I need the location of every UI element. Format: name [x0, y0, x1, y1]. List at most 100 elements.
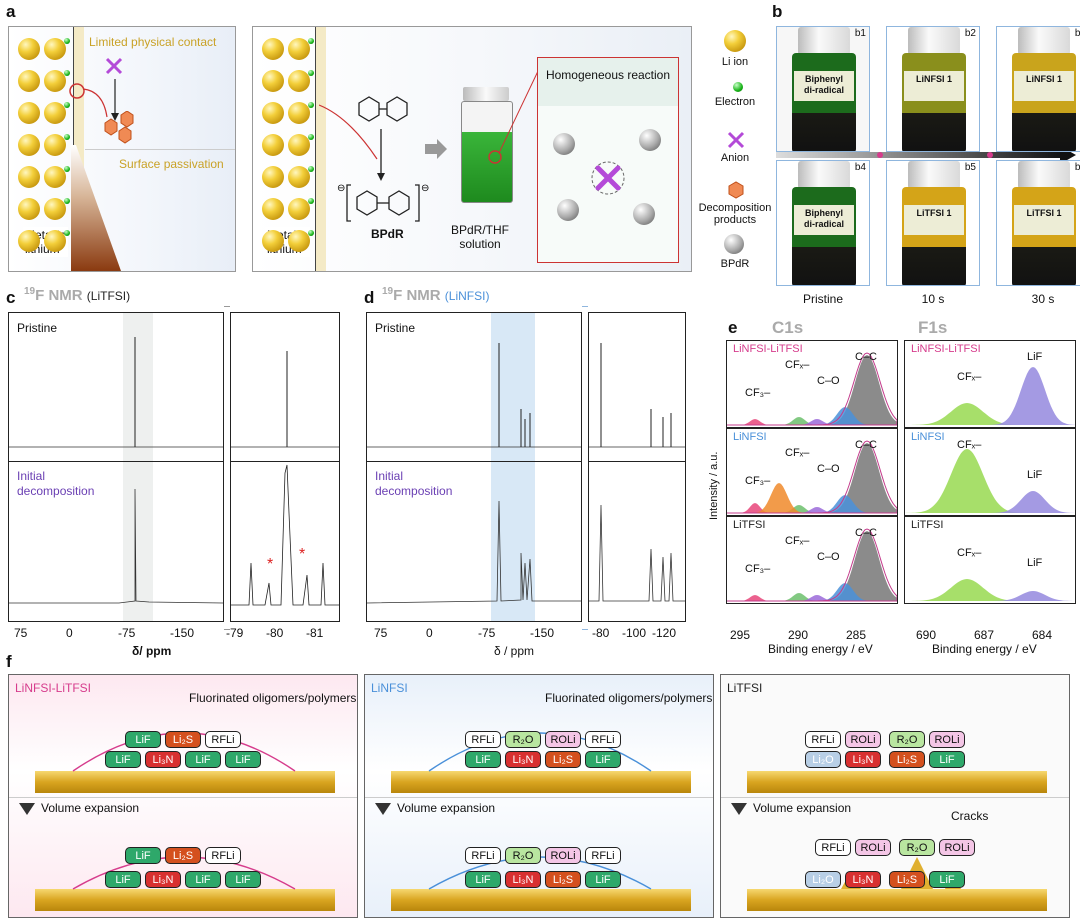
x-tick: 0 — [426, 626, 433, 640]
zoom-circle — [488, 68, 540, 164]
vial-photo-b1: Biphenyl di-radical b1 — [776, 26, 870, 152]
f-panel-1: LiNFSI Fluorinated oligomers/polymers RFLi… — [364, 674, 714, 918]
chip-li3n: Li₃N — [845, 871, 881, 888]
nmr-d-zoom-spectra — [589, 343, 685, 602]
chip-rfli: RFLi — [585, 847, 621, 864]
lif-annotation: LiF — [1027, 557, 1043, 569]
anion-legend-icon — [727, 131, 745, 149]
c1s-spectrum — [727, 352, 897, 426]
cfx-annotation: CFₓ– — [957, 371, 982, 383]
vial: Biphenyl di-radical — [788, 161, 860, 285]
svg-text:⊖: ⊖ — [337, 183, 345, 194]
cf3-annotation: CF₃– — [745, 475, 771, 487]
substrate — [391, 771, 691, 793]
panel-label-c: c — [6, 288, 16, 307]
electron-dot — [64, 166, 70, 172]
co-annotation: C–O — [817, 375, 840, 387]
time-30s: 30 s — [1031, 292, 1055, 306]
electron-dot — [64, 70, 70, 76]
vial-id: b4 — [854, 162, 866, 173]
vial-body — [792, 53, 856, 151]
electron-dot — [64, 134, 70, 140]
legend-electron: Electron — [714, 96, 756, 108]
li-ion-sphere — [44, 38, 66, 60]
x-tick: -79 — [226, 626, 244, 640]
vial-label: LiTFSI 1 — [904, 205, 964, 235]
x-tick: -75 — [478, 626, 496, 640]
zoom-connector — [224, 306, 230, 630]
electron-dot — [308, 134, 314, 140]
legend-bpdr: BPdR — [720, 258, 750, 270]
limited-contact-text: Limited physical contact — [89, 35, 217, 49]
chip-lif: LiF — [585, 871, 621, 888]
li-ion-sphere — [288, 198, 310, 220]
solution-label: BPdR/THF solution — [451, 223, 510, 251]
vial-id: b6 — [1074, 162, 1080, 173]
li-ion-sphere — [44, 198, 66, 220]
homogeneous-reaction-box: Homogeneous reaction — [537, 57, 679, 263]
lif-annotation: LiF — [1027, 469, 1043, 481]
c1s-spectrum — [727, 440, 897, 514]
bpdr-sphere — [639, 129, 661, 151]
process-arrow — [425, 139, 447, 159]
reaction-center — [591, 161, 625, 195]
down-arrow-icon — [19, 803, 35, 815]
pristine-label: Pristine — [17, 321, 58, 335]
vial-photo-b4: Biphenyl di-radical b4 — [776, 160, 870, 286]
chip-roli: ROLi — [855, 839, 891, 856]
li-ion-sphere — [18, 102, 40, 124]
chip-li3n: Li₃N — [145, 751, 181, 768]
cfx-annotation: CFₓ– — [785, 535, 810, 547]
x-tick: 690 — [916, 628, 937, 642]
surface-passivation-text: Surface passivation — [119, 157, 224, 171]
x-tick: -75 — [118, 626, 136, 640]
nmr-d-spectra — [367, 343, 581, 604]
li-ion-sphere — [44, 70, 66, 92]
cfx-annotation: CFₓ– — [957, 439, 982, 451]
vial: Biphenyl di-radical — [788, 27, 860, 151]
vial-body — [902, 187, 966, 285]
svg-text:⊖: ⊖ — [421, 183, 429, 194]
c1s-xlabel: Binding energy / eV — [768, 642, 873, 656]
chip-roli: ROLi — [545, 731, 581, 748]
xps-f1s-box: LiTFSI LiF CFₓ– — [904, 516, 1076, 604]
xps-c1s-box: LiTFSI C–C C–O CFₓ– CF₃– — [726, 516, 898, 604]
sei-arch — [72, 732, 296, 890]
chip-r2o: R₂O — [505, 731, 541, 748]
co-annotation: C–O — [817, 551, 840, 563]
panel-a-right: Metallic lithium ⊖ ⊖ BPdR BPdR/THF solutio… — [252, 26, 692, 272]
electron-dot — [64, 198, 70, 204]
x-tick: -81 — [306, 626, 324, 640]
panel-label-e: e — [728, 318, 738, 337]
vial-photo-b2: LiNFSI 1 b2 — [886, 26, 980, 152]
panel-label-a: a — [6, 2, 16, 21]
chip-lif: LiF — [185, 871, 221, 888]
panel-c-title: 19F NMR (LiTFSI) — [24, 286, 131, 304]
x-tick: 0 — [66, 626, 73, 640]
f1s-spectrum — [905, 579, 1075, 601]
chip-lif: LiF — [465, 871, 501, 888]
volume-expansion-label: Volume expansion — [41, 801, 140, 815]
li-ion-sphere — [288, 230, 310, 252]
biphenyl-molecules: ⊖ ⊖ — [319, 96, 429, 222]
electron-dot — [64, 38, 70, 44]
li-ion-sphere — [18, 134, 40, 156]
f1s-xlabel: Binding energy / eV — [932, 642, 1037, 656]
chip-li2s: Li₂S — [165, 847, 201, 864]
li-ion-sphere — [288, 70, 310, 92]
nmr-c-zoom: * * — [230, 312, 340, 622]
vial: LiNFSI 1 — [1008, 27, 1080, 151]
electron-dot — [308, 198, 314, 204]
x-tick: 75 — [14, 626, 28, 640]
substrate — [35, 889, 335, 911]
vial-label: Biphenyl di-radical — [794, 205, 854, 235]
chip-rfli: RFLi — [815, 839, 851, 856]
legend-anion: Anion — [720, 152, 750, 164]
initial-decomposition-label: Initial decomposition — [17, 469, 95, 498]
li-ion-sphere — [262, 230, 284, 252]
electron-dot — [308, 230, 314, 236]
bpdr-sphere — [553, 133, 575, 155]
li-ion-sphere — [18, 38, 40, 60]
f-panel-2: LiTFSI Cracks RFLi ROLi R₂O ROLi Li₂O Li₃N Li₂S L… — [720, 674, 1070, 918]
chip-li3n: Li₃N — [145, 871, 181, 888]
